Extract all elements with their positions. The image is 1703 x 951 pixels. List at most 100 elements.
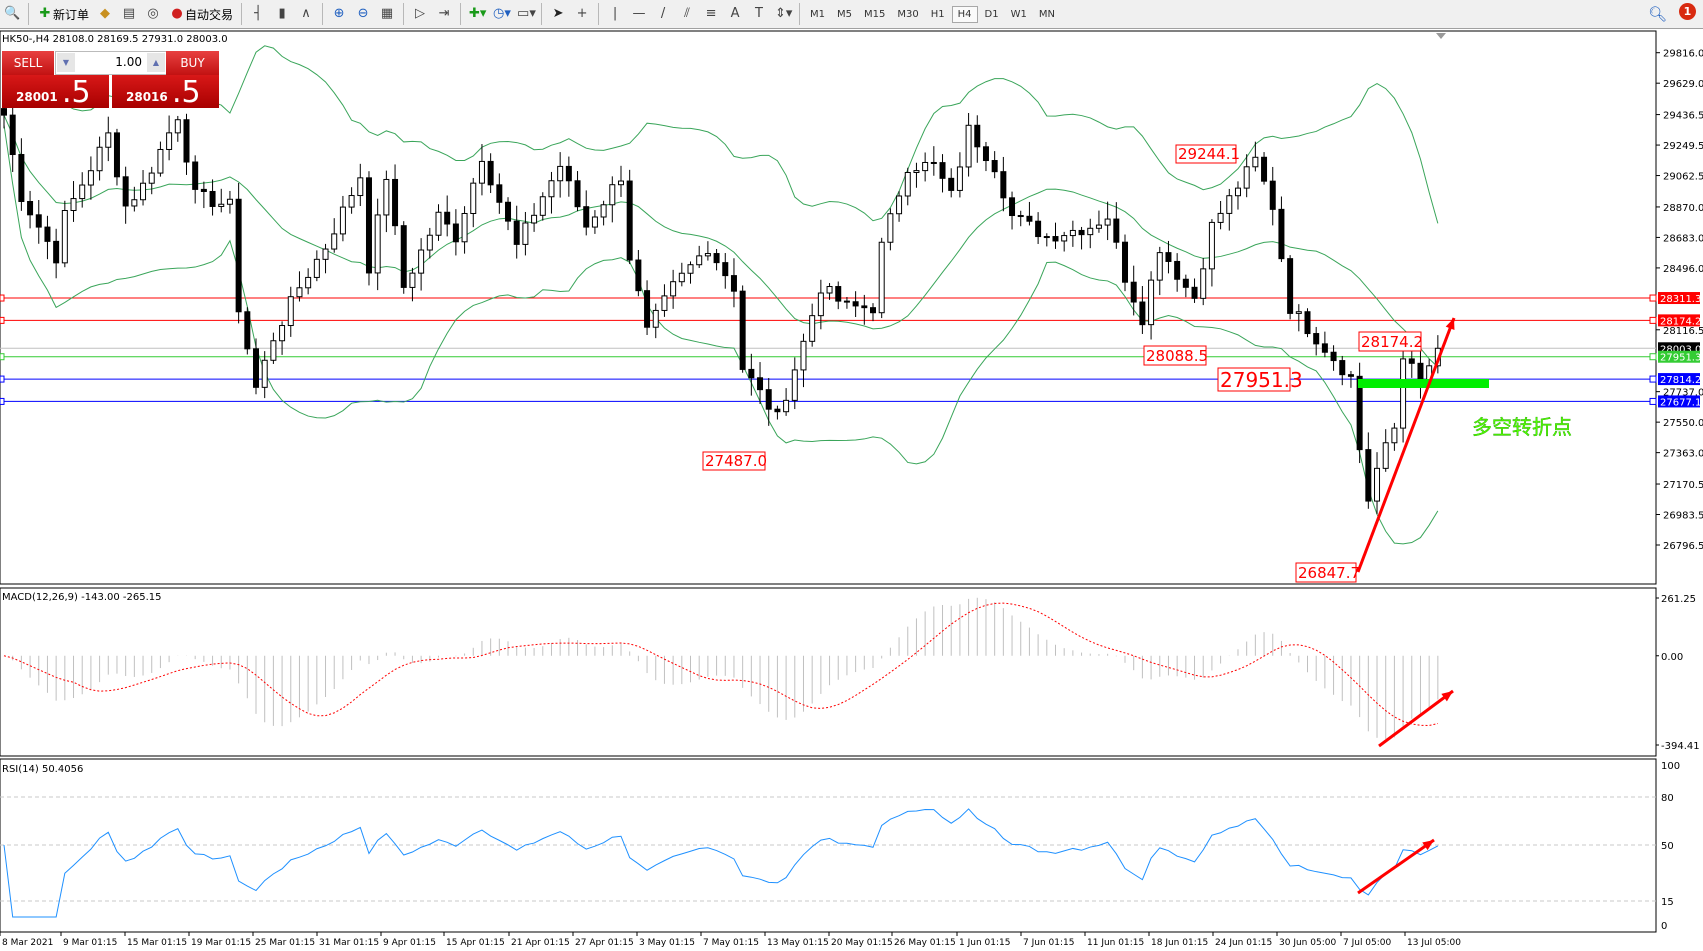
timeframe-h4[interactable]: H4 — [951, 5, 978, 23]
time-tick-label: 3 May 01:15 — [639, 938, 695, 948]
auto-trading-button[interactable]: ● 自动交易 — [165, 2, 237, 26]
bull-candle-body — [1391, 427, 1398, 444]
market-watch-button[interactable]: ▤ — [117, 2, 141, 26]
bar-chart-button[interactable]: ┤ — [246, 2, 270, 26]
text-label-button[interactable]: T — [747, 2, 771, 26]
bull-candle-body — [783, 399, 790, 413]
timeframe-m15[interactable]: M15 — [864, 8, 886, 20]
bear-candle-body — [1122, 241, 1129, 283]
timeframe-w1[interactable]: W1 — [1010, 8, 1027, 20]
bull-candle-body — [79, 184, 86, 200]
candle — [339, 195, 346, 242]
candle — [331, 218, 338, 253]
buy-button[interactable]: BUY — [166, 51, 219, 75]
candle — [174, 115, 181, 142]
candle — [279, 321, 286, 355]
candlestick-button[interactable]: ▮ — [270, 2, 294, 26]
candle — [1278, 196, 1285, 263]
candle — [426, 227, 433, 259]
zoom-button[interactable]: 🔍 — [0, 2, 24, 26]
bull-candle-body — [1200, 268, 1207, 299]
sell-price-pips: .5 — [62, 75, 91, 110]
text-button[interactable]: A — [723, 2, 747, 26]
bull-candle-body — [322, 248, 329, 260]
lot-size-value[interactable]: 1.00 — [115, 55, 142, 69]
line-chart-button[interactable]: ∧ — [294, 2, 318, 26]
price-level-badge — [1658, 395, 1700, 408]
timeframe-m5[interactable]: M5 — [837, 8, 853, 20]
bear-candle-body — [1026, 215, 1033, 222]
candle — [609, 176, 616, 223]
chart-shift-marker-icon — [1436, 33, 1446, 39]
bull-candle-body — [1043, 236, 1050, 239]
indicators-button[interactable]: ✚▾ — [465, 2, 489, 26]
bear-candle-body — [774, 408, 781, 413]
increase-lots-icon[interactable]: ▲ — [147, 53, 165, 72]
bollinger-upper-band — [3, 45, 1439, 224]
timeframe-d1[interactable]: D1 — [984, 8, 999, 20]
trendline-button[interactable]: / — [651, 2, 675, 26]
candle — [1295, 304, 1302, 332]
candle — [140, 170, 147, 206]
level-handle-icon — [0, 397, 5, 405]
candle — [1156, 246, 1163, 296]
candle — [722, 253, 729, 289]
bull-candle-body — [1295, 311, 1302, 314]
macd-tick-label: 261.25 — [1661, 594, 1696, 605]
bear-candle-body — [1174, 260, 1181, 280]
timeframe-m30[interactable]: M30 — [897, 8, 919, 20]
support-zone-bar — [1358, 379, 1489, 388]
cursor-button[interactable]: ➤ — [546, 2, 570, 26]
candle — [896, 191, 903, 222]
equidistant-channel-button[interactable]: ⫽ — [675, 2, 699, 26]
timeframe-h1[interactable]: H1 — [930, 8, 945, 20]
new-order-button[interactable]: ✚ 新订单 — [33, 2, 93, 26]
bull-candle-body — [1382, 442, 1389, 469]
timeframe-mn[interactable]: MN — [1038, 8, 1055, 20]
zoom-out-icon: ⊖ — [357, 6, 369, 21]
candle — [53, 228, 60, 279]
tile-windows-button[interactable]: ▦ — [375, 2, 399, 26]
autoscroll-button[interactable]: ⇥ — [432, 2, 456, 26]
bull-candle-body — [661, 295, 668, 311]
bull-candle-body — [617, 180, 624, 186]
metaeditor-button[interactable]: ◆ — [93, 2, 117, 26]
macd-tick-label: -394.41 — [1661, 741, 1700, 752]
candle — [600, 200, 607, 226]
notification-badge[interactable]: 1 — [1679, 3, 1696, 20]
sell-price[interactable]: 28001 .5 — [2, 75, 109, 110]
candle — [348, 187, 355, 214]
lot-size-stepper[interactable]: ▼ 1.00 ▲ — [55, 51, 167, 75]
time-tick-label: 31 Mar 01:15 — [319, 938, 379, 948]
bear-candle-body — [739, 290, 746, 370]
bear-candle-body — [1, 108, 7, 116]
chart-shift-button[interactable]: ▷ — [408, 2, 432, 26]
arrows-button[interactable]: ⇕▾ — [771, 2, 795, 26]
buy-price[interactable]: 28016 .5 — [112, 75, 219, 110]
bear-candle-body — [1017, 215, 1024, 218]
vertical-line-button[interactable]: | — [603, 2, 627, 26]
decrease-lots-icon[interactable]: ▼ — [57, 53, 75, 72]
candle — [948, 168, 955, 198]
search-icon[interactable]: 🔍︎ — [1648, 5, 1668, 23]
periods-button[interactable]: ◷▾ — [489, 2, 513, 26]
price-annotation-label: 28174.2 — [1361, 333, 1423, 351]
bear-candle-body — [1130, 281, 1137, 303]
level-handle-icon — [1649, 316, 1657, 324]
bear-candle-body — [982, 146, 989, 162]
bear-candle-body — [1000, 171, 1007, 199]
sell-button[interactable]: SELL — [2, 51, 54, 75]
zoom-out-button[interactable]: ⊖ — [351, 2, 375, 26]
price-level-label: 27951.3 — [1660, 353, 1701, 364]
templates-button[interactable]: ▭▾ — [513, 2, 537, 26]
crosshair-button[interactable]: + — [570, 2, 594, 26]
signal-button[interactable]: ◎ — [141, 2, 165, 26]
candle — [904, 167, 911, 206]
timeframe-m1[interactable]: M1 — [810, 8, 826, 20]
candle — [548, 171, 555, 214]
candle — [1391, 422, 1398, 451]
fibonacci-button[interactable]: ≡ — [699, 2, 723, 26]
zoom-in-button[interactable]: ⊕ — [327, 2, 351, 26]
horizontal-line-button[interactable]: — — [627, 2, 651, 26]
